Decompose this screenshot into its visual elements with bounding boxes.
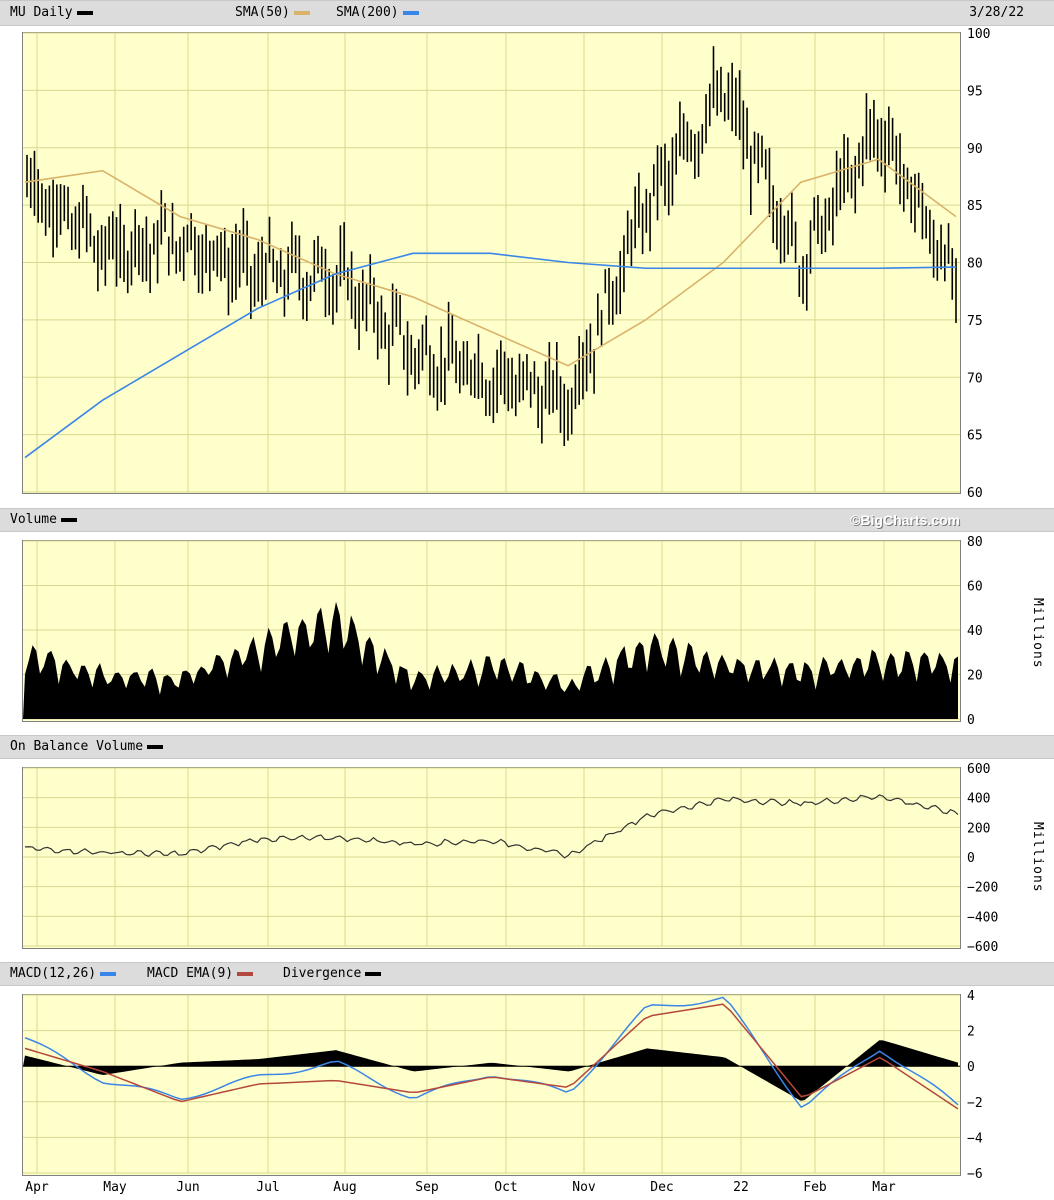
- month-label: Aug: [333, 1180, 356, 1195]
- price-tick-label: 85: [967, 199, 983, 214]
- sma50-line: [24, 158, 957, 367]
- month-label: May: [103, 1180, 127, 1195]
- month-label: Dec: [650, 1180, 673, 1195]
- divergence-area: [23, 1040, 958, 1101]
- price-legend-swatch: [76, 10, 93, 15]
- macd-swatch: [100, 971, 117, 976]
- sma50-legend: SMA(50): [235, 5, 310, 20]
- volume-tick-label: 60: [967, 580, 983, 595]
- volume-header: Volume ©BigCharts.com: [0, 508, 1054, 532]
- obv-tick-label: 0: [967, 851, 975, 866]
- month-label: Sep: [415, 1180, 439, 1195]
- price-bars: [26, 46, 957, 447]
- obv-label: On Balance Volume: [10, 739, 164, 754]
- macd-header: MACD(12,26) MACD EMA(9) Divergence: [0, 962, 1054, 986]
- macd-legend: MACD(12,26): [10, 966, 117, 981]
- price-grid: [23, 32, 960, 493]
- obv-tick-label: −200: [967, 881, 998, 896]
- sma200-swatch: [402, 10, 419, 15]
- macd-tick-label: 2: [967, 1025, 975, 1040]
- chart-date: 3/28/22: [969, 5, 1024, 20]
- price-tick-label: 95: [967, 84, 983, 99]
- obv-header: On Balance Volume: [0, 735, 1054, 759]
- divergence-legend: Divergence: [283, 966, 382, 981]
- sma200-legend: SMA(200): [336, 5, 419, 20]
- macd-tick-label: −4: [967, 1131, 983, 1146]
- macd-ema-line: [24, 1003, 959, 1110]
- price-header: MU Daily SMA(50) SMA(200) 3/28/22: [0, 0, 1054, 26]
- month-label: Mar: [872, 1180, 896, 1195]
- obv-tick-label: −400: [967, 910, 998, 925]
- macd-tick-label: −2: [967, 1096, 983, 1111]
- month-label: Jun: [176, 1180, 199, 1195]
- obv-tick-label: 600: [967, 762, 990, 777]
- volume-label: Volume: [10, 512, 77, 527]
- price-tick-label: 80: [967, 257, 983, 272]
- month-label: Nov: [572, 1180, 596, 1195]
- price-tick-label: 90: [967, 142, 983, 157]
- price-tick-label: 60: [967, 486, 983, 501]
- obv-grid: [23, 767, 960, 947]
- obv-tick-label: 200: [967, 821, 990, 836]
- volume-tick-label: 20: [967, 669, 983, 684]
- month-label: Oct: [494, 1180, 517, 1195]
- obv-tick-label: −600: [967, 940, 998, 955]
- sma200-line: [24, 252, 957, 459]
- sma50-swatch: [293, 10, 310, 15]
- ema-swatch: [237, 971, 254, 976]
- month-label: Apr: [25, 1180, 49, 1195]
- volume-area: [23, 601, 958, 719]
- volume-tick-label: 0: [967, 713, 975, 728]
- volume-swatch: [60, 517, 77, 522]
- month-label: Feb: [803, 1180, 827, 1195]
- macd-tick-label: 4: [967, 989, 975, 1004]
- bigcharts-credit: ©BigCharts.com: [850, 512, 960, 528]
- volume-tick-label: 40: [967, 624, 983, 639]
- symbol-label: MU Daily: [10, 5, 93, 20]
- price-tick-label: 70: [967, 371, 983, 386]
- volume-unit-label: Millions: [1030, 598, 1045, 669]
- price-tick-label: 75: [967, 314, 983, 329]
- price-tick-label: 65: [967, 429, 983, 444]
- month-label: Jul: [256, 1180, 279, 1195]
- price-tick-label: 100: [967, 27, 990, 42]
- obv-line: [24, 794, 959, 859]
- ema-legend: MACD EMA(9): [147, 966, 254, 981]
- macd-tick-label: 0: [967, 1060, 975, 1075]
- divergence-swatch: [365, 971, 382, 976]
- obv-unit-label: Millions: [1030, 822, 1045, 893]
- volume-tick-label: 80: [967, 535, 983, 550]
- obv-tick-label: 400: [967, 792, 990, 807]
- month-label: 22: [733, 1180, 749, 1195]
- obv-swatch: [147, 744, 164, 749]
- macd-tick-label: −6: [967, 1167, 983, 1182]
